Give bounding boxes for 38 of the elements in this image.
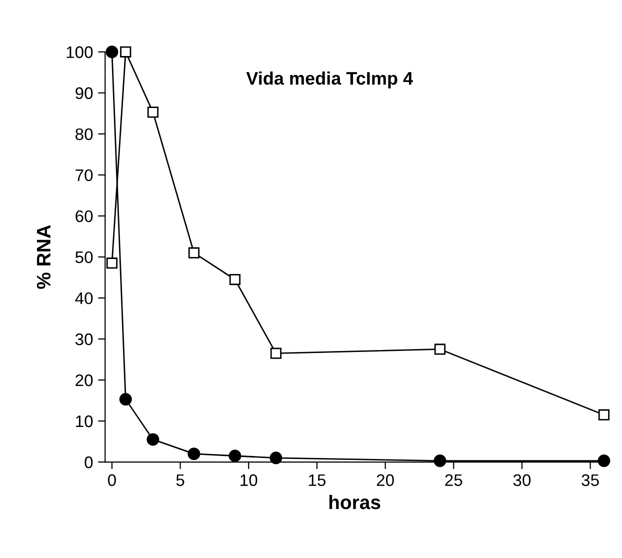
point (146, 433, 160, 446)
y-tick-label: 0 (84, 456, 93, 468)
x-tick-label: 10 (240, 474, 258, 486)
point (270, 348, 282, 359)
y-tick-label: 80 (76, 128, 93, 140)
x-tick-label: 20 (376, 474, 394, 486)
point (106, 46, 118, 58)
y-tick-label: 30 (75, 333, 93, 346)
y-tick-label: 50 (75, 251, 93, 264)
point (120, 46, 132, 58)
x-tick-label: 30 (513, 474, 531, 486)
point (598, 409, 610, 420)
point (270, 452, 282, 464)
y-tick-label: 40 (75, 292, 93, 304)
x-tick-label: 15 (308, 474, 326, 486)
text: Vida media TcImp 4 (246, 71, 413, 88)
point (228, 450, 242, 462)
x-tick-label: 35 (582, 474, 599, 486)
y-tick-label: 90 (76, 87, 93, 100)
point (147, 106, 159, 118)
point (598, 454, 610, 468)
y-tick-label: 60 (76, 210, 93, 222)
point (119, 393, 132, 406)
point (434, 454, 446, 468)
x-axis-title: horas (329, 494, 380, 510)
y-tick-label: 100 (66, 46, 93, 58)
y-tick-label: 20 (76, 374, 93, 386)
x-tick-label: 5 (176, 474, 184, 486)
x-tick-label: 25 (445, 474, 462, 486)
y-tick-label: 10 (76, 415, 93, 428)
y-tick-label: 70 (76, 169, 93, 182)
point (434, 344, 446, 355)
point (106, 258, 118, 269)
point (188, 448, 200, 460)
y-axis-title: % RNA (36, 225, 51, 289)
point (229, 274, 241, 286)
x-tick-label: 0 (108, 474, 116, 486)
point (188, 247, 200, 258)
